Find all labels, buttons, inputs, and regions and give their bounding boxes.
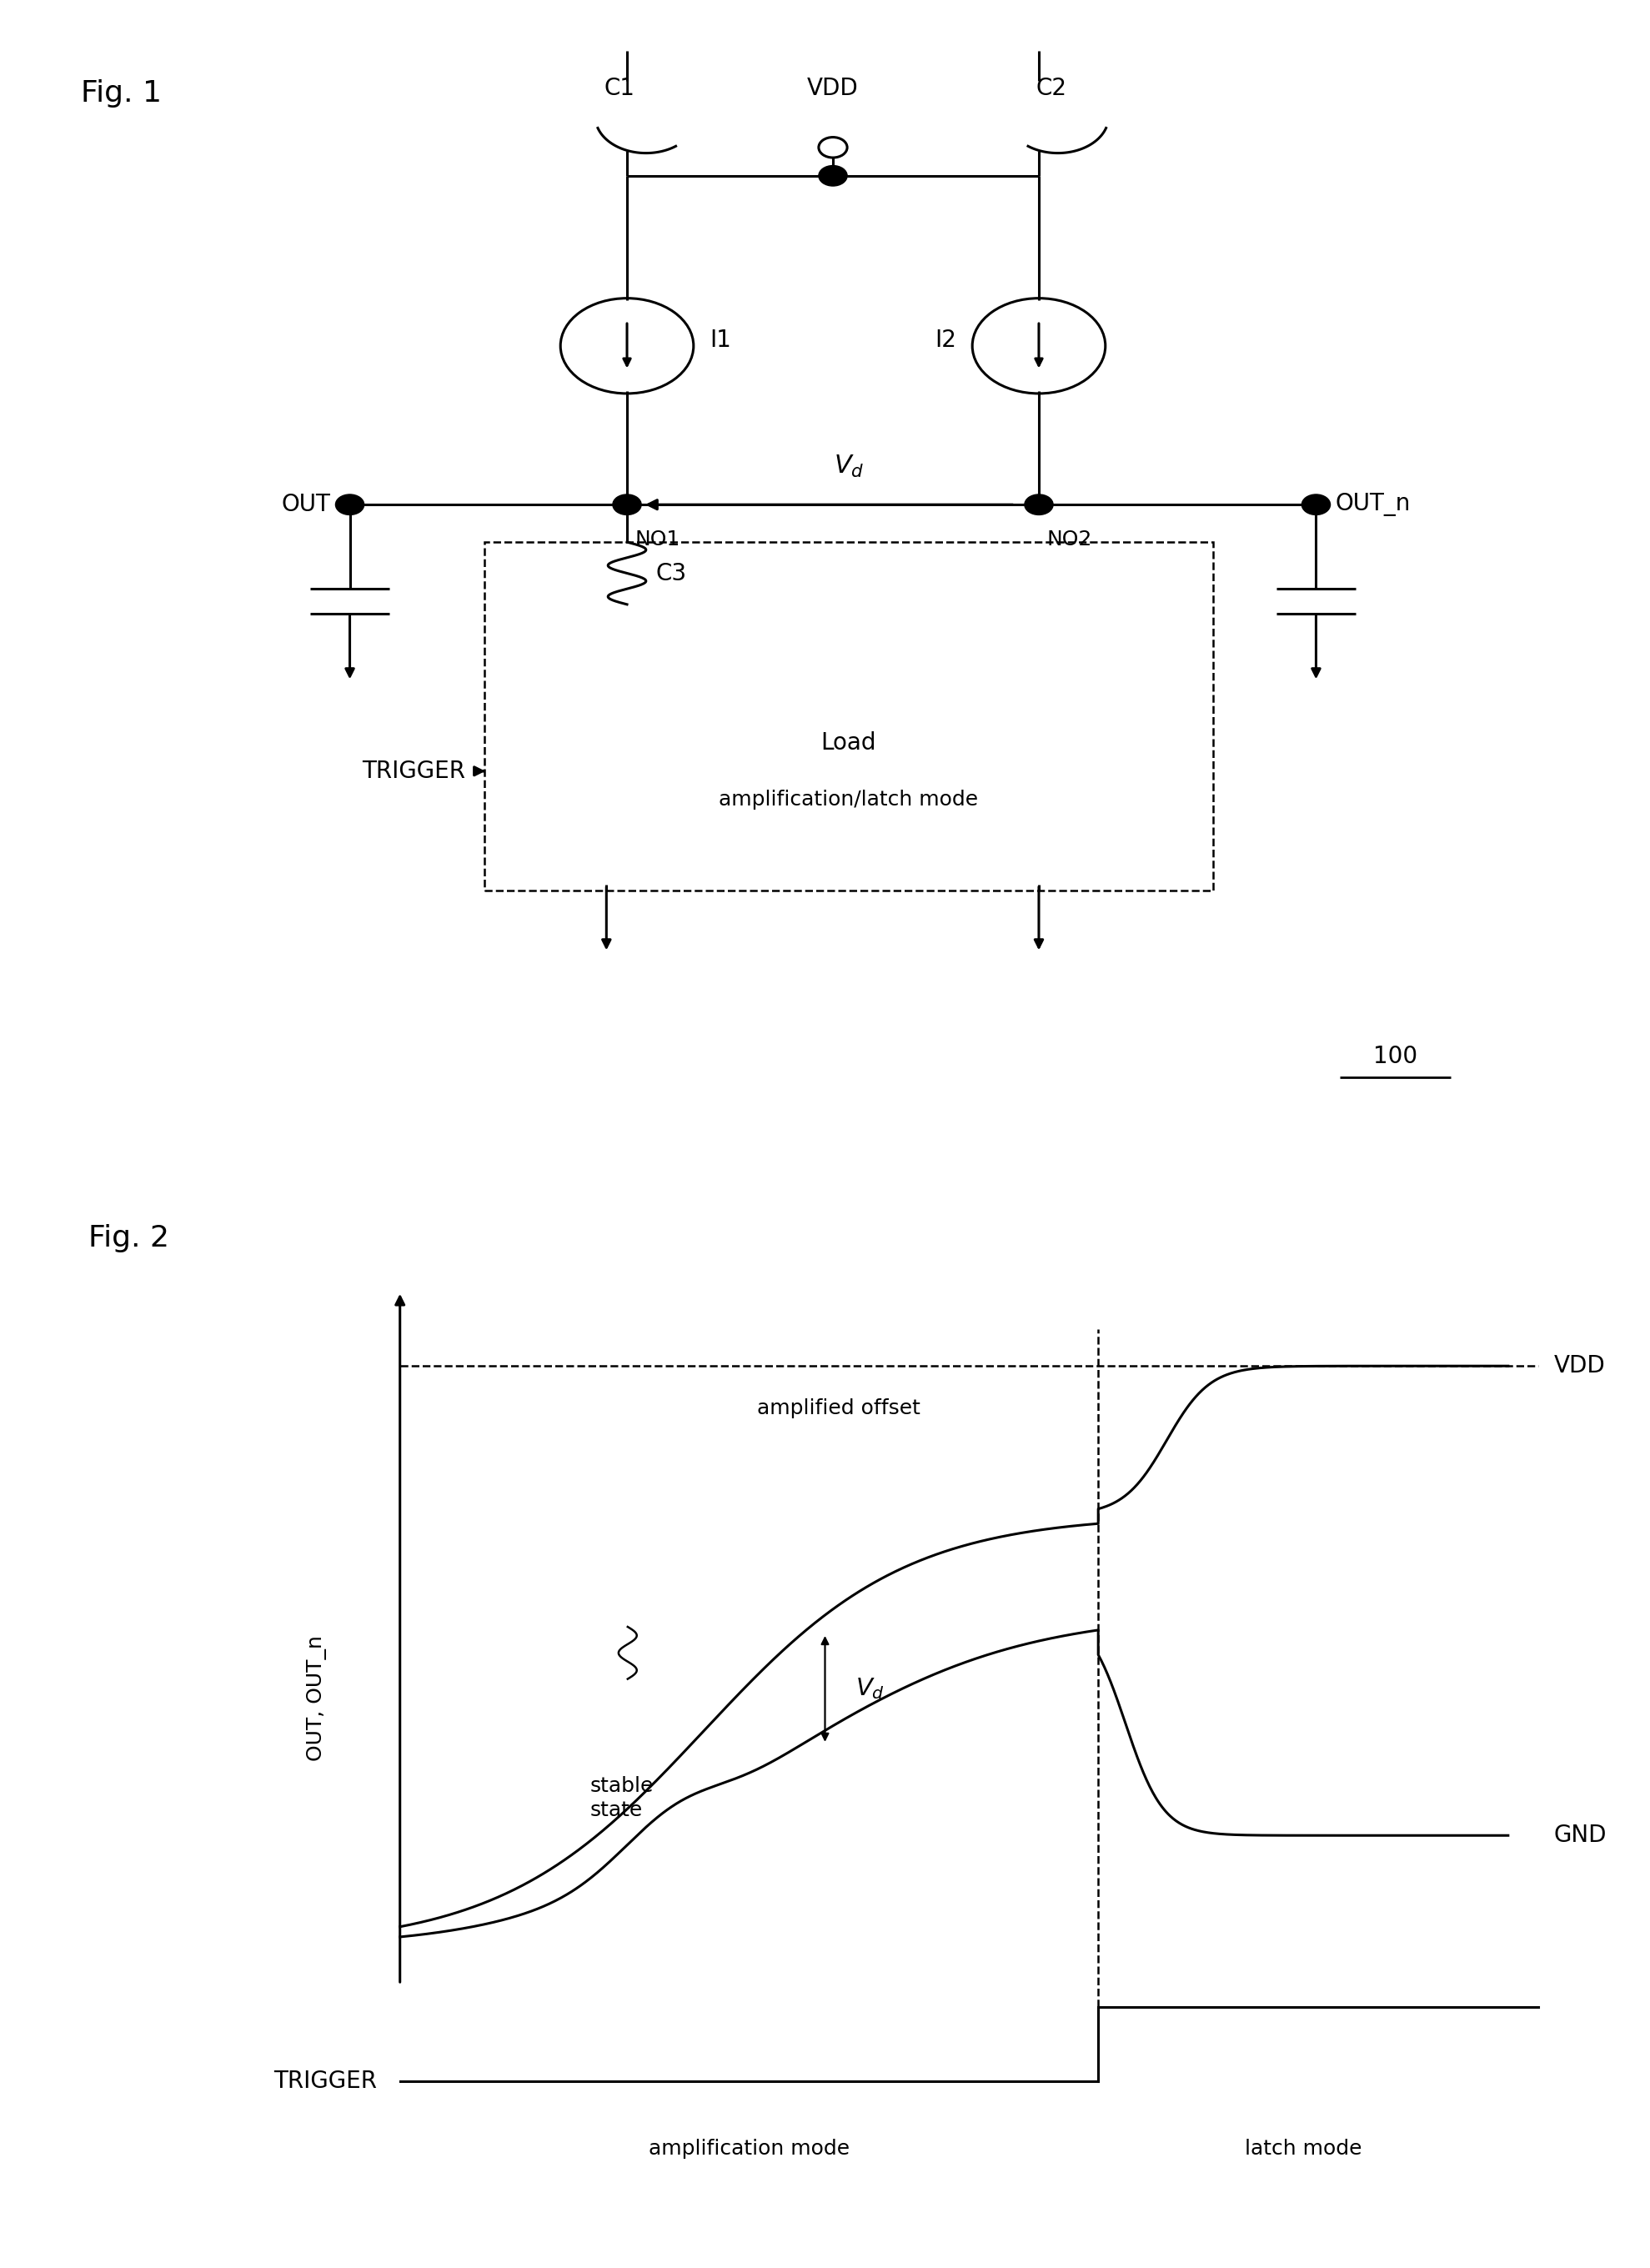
Text: 100: 100 — [1373, 1046, 1417, 1068]
Circle shape — [818, 166, 846, 186]
Text: GND: GND — [1554, 1823, 1607, 1846]
Text: amplification/latch mode: amplification/latch mode — [719, 789, 978, 810]
Text: stable
state: stable state — [589, 1776, 653, 1821]
Text: latch mode: latch mode — [1244, 2139, 1361, 2159]
Text: $V_d$: $V_d$ — [855, 1676, 884, 1701]
Text: $V_d$: $V_d$ — [833, 454, 865, 481]
Text: NO1: NO1 — [635, 528, 680, 549]
Text: OUT: OUT — [282, 492, 330, 517]
Text: TRIGGER: TRIGGER — [361, 760, 465, 782]
Bar — [485, 542, 1213, 891]
Text: VDD: VDD — [807, 77, 858, 100]
Text: OUT, OUT_n: OUT, OUT_n — [307, 1635, 327, 1762]
Text: OUT_n: OUT_n — [1335, 492, 1411, 517]
Text: C1: C1 — [604, 77, 635, 100]
Text: VDD: VDD — [1554, 1354, 1605, 1377]
Text: C2: C2 — [1036, 77, 1068, 100]
Text: I1: I1 — [710, 329, 731, 352]
Text: Fig. 2: Fig. 2 — [89, 1225, 170, 1252]
Circle shape — [612, 494, 642, 515]
Text: TRIGGER: TRIGGER — [274, 2071, 378, 2093]
Text: Fig. 1: Fig. 1 — [81, 79, 162, 109]
Text: I2: I2 — [936, 329, 957, 352]
Text: NO2: NO2 — [1046, 528, 1092, 549]
Circle shape — [335, 494, 365, 515]
Text: C3: C3 — [655, 562, 686, 585]
Text: amplified offset: amplified offset — [757, 1397, 921, 1418]
Text: amplification mode: amplification mode — [648, 2139, 850, 2159]
Circle shape — [1025, 494, 1053, 515]
Text: Load: Load — [822, 730, 876, 755]
Circle shape — [1302, 494, 1330, 515]
